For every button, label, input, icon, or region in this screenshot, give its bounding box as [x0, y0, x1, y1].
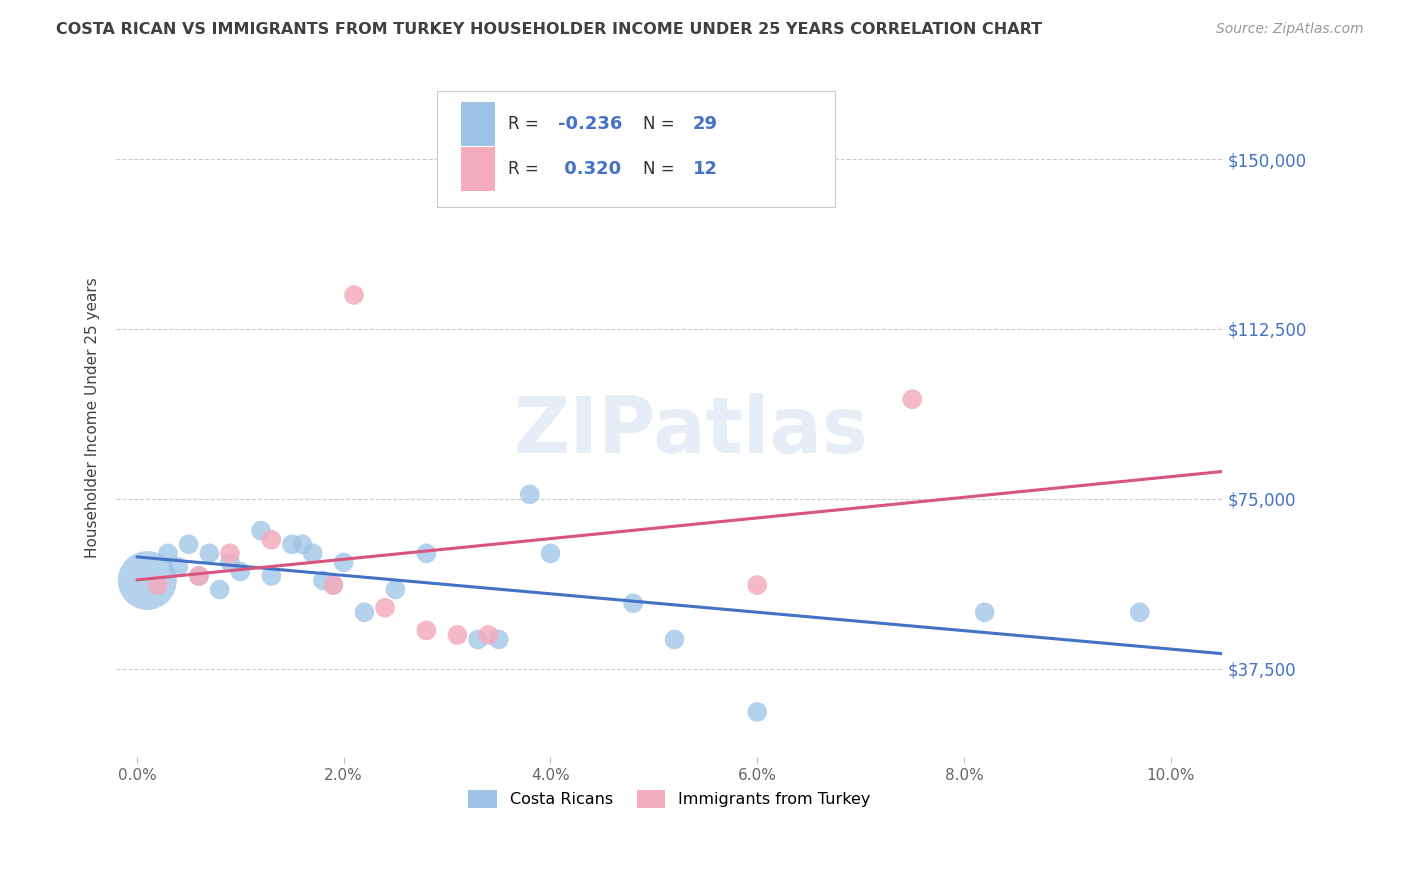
Point	[332, 555, 354, 569]
Point	[747, 705, 769, 719]
Point	[540, 546, 562, 560]
Text: Source: ZipAtlas.com: Source: ZipAtlas.com	[1216, 22, 1364, 37]
Point	[467, 632, 489, 647]
Text: N =: N =	[643, 161, 679, 178]
Point	[198, 546, 221, 560]
Point	[208, 582, 231, 597]
Point	[188, 569, 211, 583]
Text: R =: R =	[508, 115, 544, 133]
Text: COSTA RICAN VS IMMIGRANTS FROM TURKEY HOUSEHOLDER INCOME UNDER 25 YEARS CORRELAT: COSTA RICAN VS IMMIGRANTS FROM TURKEY HO…	[56, 22, 1042, 37]
Point	[260, 569, 283, 583]
Point	[177, 537, 200, 551]
FancyBboxPatch shape	[461, 102, 495, 145]
FancyBboxPatch shape	[437, 91, 835, 207]
Point	[229, 565, 252, 579]
Point	[312, 574, 335, 588]
Text: R =: R =	[508, 161, 544, 178]
Point	[260, 533, 283, 547]
Point	[156, 546, 179, 560]
Point	[747, 578, 769, 592]
FancyBboxPatch shape	[461, 147, 495, 191]
Point	[477, 628, 499, 642]
Point	[1129, 605, 1152, 619]
Text: 29: 29	[693, 115, 717, 133]
Point	[167, 560, 190, 574]
Point	[415, 624, 437, 638]
Point	[415, 546, 437, 560]
Point	[219, 546, 242, 560]
Point	[488, 632, 510, 647]
Point	[322, 578, 344, 592]
Text: -0.236: -0.236	[558, 115, 621, 133]
Y-axis label: Householder Income Under 25 years: Householder Income Under 25 years	[86, 277, 100, 558]
Point	[374, 600, 396, 615]
Legend: Costa Ricans, Immigrants from Turkey: Costa Ricans, Immigrants from Turkey	[461, 784, 877, 814]
Point	[322, 578, 344, 592]
Point	[664, 632, 686, 647]
Point	[219, 555, 242, 569]
Point	[343, 288, 366, 302]
Point	[973, 605, 995, 619]
Point	[188, 569, 211, 583]
Point	[353, 605, 375, 619]
Point	[146, 578, 169, 592]
Point	[384, 582, 406, 597]
Point	[446, 628, 468, 642]
Point	[291, 537, 314, 551]
Text: 12: 12	[693, 161, 717, 178]
Text: N =: N =	[643, 115, 679, 133]
Point	[519, 487, 541, 501]
Point	[621, 596, 644, 610]
Point	[901, 392, 924, 407]
Text: 0.320: 0.320	[558, 161, 620, 178]
Point	[301, 546, 323, 560]
Point	[136, 574, 159, 588]
Point	[250, 524, 273, 538]
Point	[281, 537, 304, 551]
Text: ZIPatlas: ZIPatlas	[515, 393, 869, 469]
